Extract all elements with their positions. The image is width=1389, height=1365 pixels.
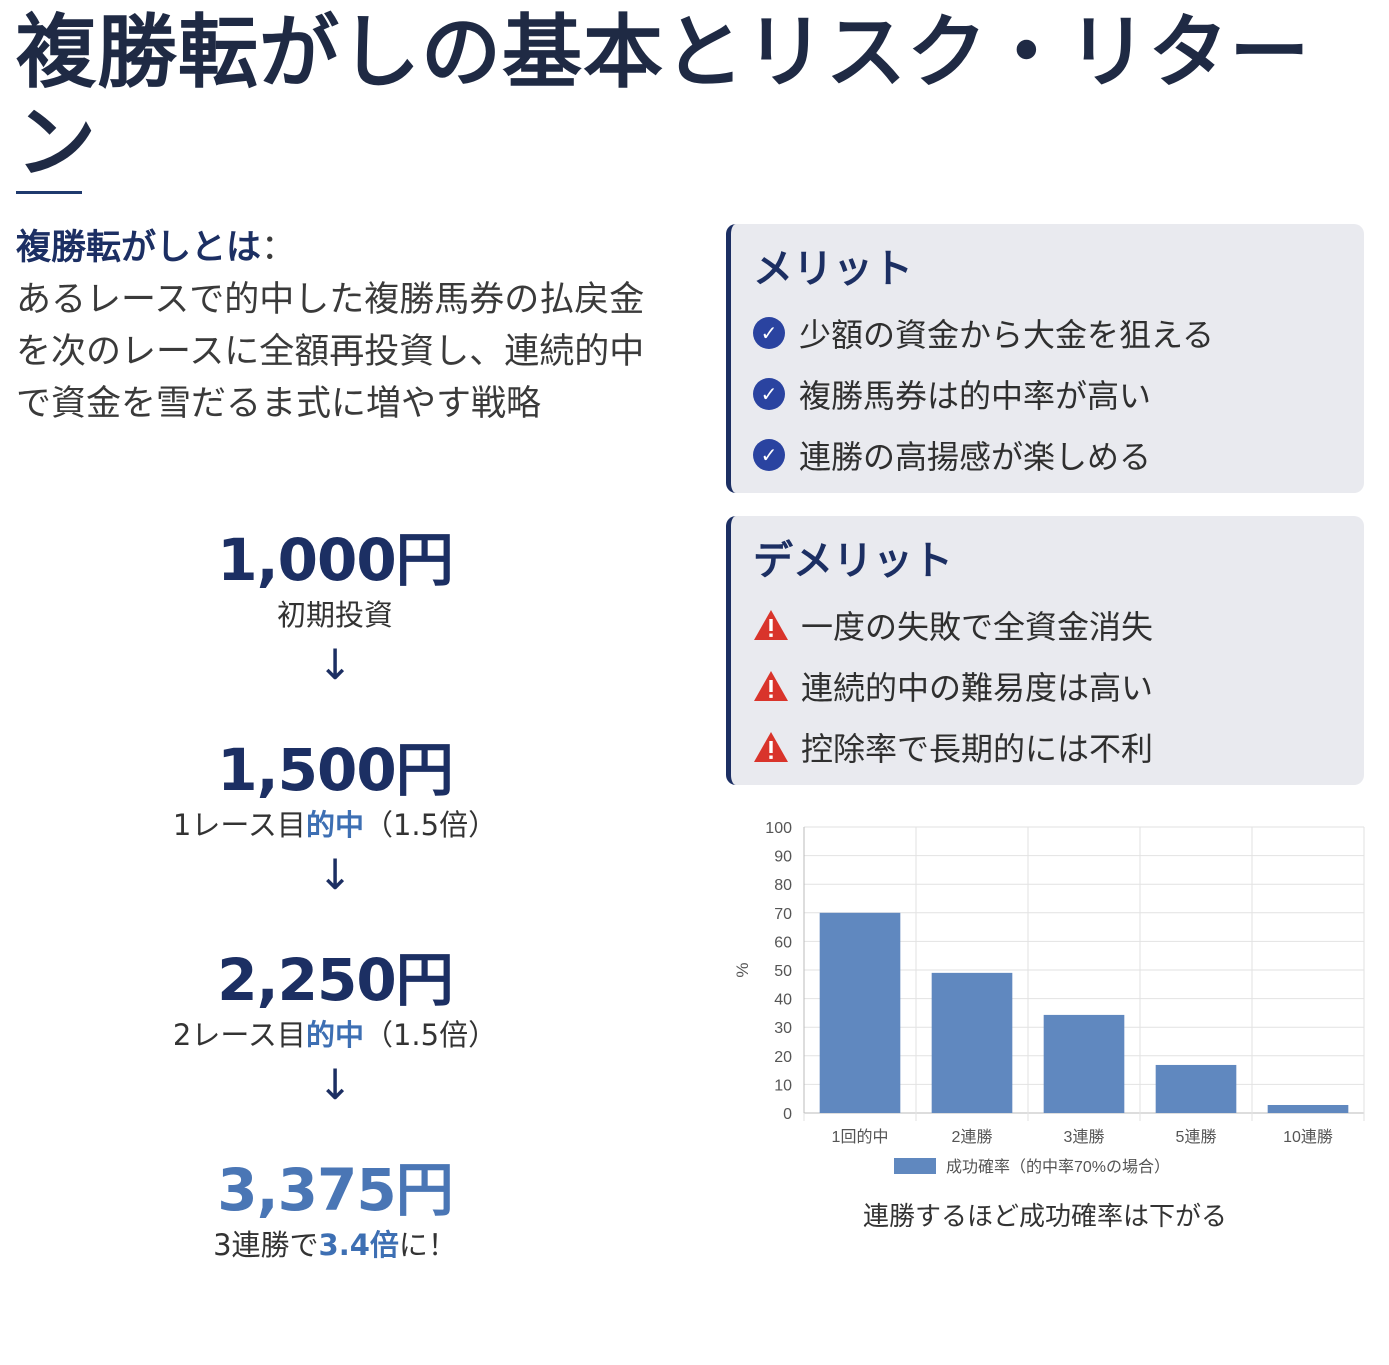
flow-caption-highlight: 的中 (305, 1018, 364, 1052)
growth-flow: 1,000円 初期投資 ↓ 1,500円 1レース目的中（1.5倍） ↓ 2,2… (155, 525, 515, 1365)
down-arrow-icon: ↓ (317, 640, 353, 689)
success-probability-chart: 0 10 20 30 40 50 60 70 80 90 100% 1回的中 2連勝 3連勝 5連勝 10連勝… (726, 812, 1376, 1252)
page-title: 複勝転がしの基本とリスク・リターン (16, 6, 1311, 189)
y-tick-label: 40 (774, 992, 792, 1009)
x-tick-label: 3連勝 (1064, 1128, 1105, 1146)
merit-item: ✓ 連勝の高揚感が楽しめる (753, 424, 1344, 485)
flow-step: 1,000円 初期投資 ↓ (155, 525, 515, 735)
flow-amount: 1,500円 (217, 736, 453, 804)
bar (1267, 1104, 1349, 1113)
flow-step: 2,250円 2レース目的中（1.5倍） ↓ (155, 945, 515, 1155)
flow-amount: 1,000円 (217, 526, 453, 594)
demerit-item: 控除率で長期的には不利 (753, 716, 1344, 777)
x-tick-label: 10連勝 (1283, 1128, 1333, 1146)
legend-label: 成功確率（的中率70%の場合） (946, 1158, 1170, 1176)
check-circle-icon: ✓ (753, 377, 785, 410)
y-tick-label: 50 (774, 963, 792, 980)
warning-icon (754, 731, 788, 762)
flow-caption-highlight: 3.4倍 (318, 1228, 399, 1262)
merits-box: メリット ✓ 少額の資金から大金を狙える ✓ 複勝馬券は的中率が高い ✓ 連勝の… (726, 224, 1364, 493)
definition-term: 複勝転がしとは (16, 228, 262, 268)
merit-item: ✓ 複勝馬券は的中率が高い (753, 363, 1344, 424)
y-tick-label: 20 (774, 1049, 792, 1066)
check-circle-icon: ✓ (753, 438, 785, 471)
flow-caption-text: 2レース目 (172, 1018, 306, 1052)
y-axis-label: % (733, 962, 752, 977)
title-underline (16, 191, 82, 194)
merit-text: 複勝馬券は的中率が高い (799, 376, 1152, 415)
demerit-text: 連続的中の難易度は高い (801, 668, 1154, 707)
demerits-box: デメリット 一度の失敗で全資金消失 連続的中の難易度は高い 控除率で長期的には不… (726, 516, 1364, 785)
merit-text: 少額の資金から大金を狙える (799, 315, 1215, 354)
definition-section: 複勝転がしとは： あるレースで的中した複勝馬券の払戻金を次のレースに全額再投資し… (16, 222, 666, 430)
flow-caption-text: 3連勝で (213, 1228, 319, 1262)
demerit-text: 控除率で長期的には不利 (801, 729, 1154, 768)
flow-amount-final: 3,375円 (217, 1156, 453, 1224)
y-tick-label: 90 (774, 849, 792, 866)
y-tick-label: 70 (774, 906, 792, 923)
bar (819, 912, 901, 1113)
flow-caption-suffix: に！ (398, 1228, 457, 1262)
flow-step-final: 3,375円 3連勝で3.4倍に！ (155, 1155, 515, 1365)
x-tick-label: 5連勝 (1176, 1128, 1217, 1146)
flow-caption: 2レース目的中（1.5倍） (155, 1015, 515, 1055)
flow-amount: 2,250円 (217, 946, 453, 1014)
demerit-text: 一度の失敗で全資金消失 (801, 607, 1154, 646)
check-circle-icon: ✓ (753, 316, 785, 349)
bar-chart-svg: 0 10 20 30 40 50 60 70 80 90 100% 1回的中 2連勝 3連勝 5連勝 10連勝… (733, 820, 1365, 1176)
y-tick-label: 10 (774, 1077, 792, 1094)
y-tick-label: 30 (774, 1020, 792, 1037)
x-tick-label: 2連勝 (952, 1128, 993, 1146)
bar (1043, 1014, 1125, 1113)
y-tick-label: 100 (765, 820, 792, 837)
definition-separator: ： (261, 228, 297, 268)
legend-swatch (894, 1158, 936, 1174)
flow-caption-text: 1レース目 (172, 808, 306, 842)
merits-title: メリット (753, 246, 913, 292)
flow-caption: 初期投資 (155, 595, 515, 635)
demerit-item: 連続的中の難易度は高い (753, 655, 1344, 716)
flow-caption-text: 初期投資 (276, 598, 393, 632)
merit-text: 連勝の高揚感が楽しめる (799, 437, 1152, 476)
demerits-title: デメリット (753, 538, 953, 584)
flow-caption-suffix: （1.5倍） (363, 1018, 498, 1052)
flow-caption: 1レース目的中（1.5倍） (155, 805, 515, 845)
flow-step: 1,500円 1レース目的中（1.5倍） ↓ (155, 735, 515, 945)
definition-text: 複勝転がしとは： あるレースで的中した複勝馬券の払戻金を次のレースに全額再投資し… (16, 222, 666, 430)
flow-caption-highlight: 的中 (305, 808, 364, 842)
demerit-item: 一度の失敗で全資金消失 (753, 594, 1344, 655)
definition-body: あるレースで的中した複勝馬券の払戻金を次のレースに全額再投資し、連続的中で資金を… (16, 280, 645, 424)
merit-item: ✓ 少額の資金から大金を狙える (753, 302, 1344, 363)
bar (1155, 1064, 1237, 1113)
chart-caption: 連勝するほど成功確率は下がる (862, 1202, 1227, 1232)
x-tick-label: 1回的中 (832, 1128, 889, 1146)
y-tick-label: 80 (774, 877, 792, 894)
y-tick-label: 0 (783, 1106, 792, 1123)
flow-caption-suffix: （1.5倍） (363, 808, 498, 842)
warning-icon (754, 609, 788, 640)
y-tick-label: 60 (774, 934, 792, 951)
flow-caption: 3連勝で3.4倍に！ (155, 1225, 515, 1265)
bar (931, 972, 1013, 1113)
warning-icon (754, 670, 788, 701)
down-arrow-icon: ↓ (317, 850, 353, 899)
down-arrow-icon: ↓ (317, 1060, 353, 1109)
